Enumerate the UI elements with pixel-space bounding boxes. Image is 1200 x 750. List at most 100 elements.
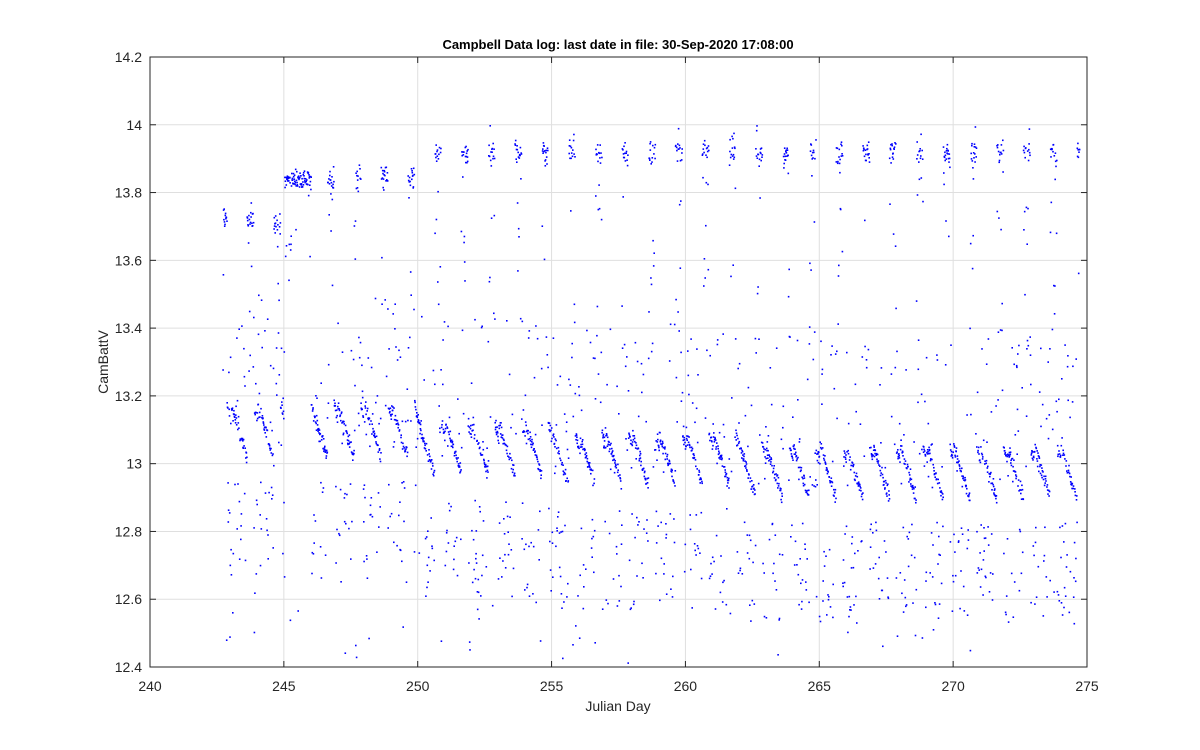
data-point — [275, 382, 278, 385]
data-point — [1054, 178, 1056, 181]
data-point — [588, 462, 591, 464]
data-point — [889, 148, 892, 151]
data-point — [1006, 460, 1008, 463]
data-point — [505, 501, 507, 503]
data-point — [701, 154, 704, 156]
data-point — [459, 471, 461, 474]
data-point — [243, 375, 246, 378]
data-point — [271, 429, 273, 432]
data-point — [1019, 480, 1022, 483]
data-point — [460, 538, 462, 541]
data-point — [529, 440, 532, 442]
data-point — [496, 430, 499, 433]
data-point — [641, 469, 644, 471]
data-point — [441, 424, 443, 426]
data-point — [660, 521, 662, 524]
data-point — [903, 579, 906, 581]
data-point — [556, 384, 559, 386]
data-point — [779, 489, 782, 492]
data-point — [878, 556, 880, 559]
data-point — [852, 464, 854, 467]
data-point — [635, 442, 637, 444]
data-point — [844, 452, 846, 454]
data-point — [598, 152, 601, 155]
data-point — [401, 482, 403, 484]
data-point — [517, 156, 520, 158]
data-point — [482, 448, 485, 451]
data-point — [685, 426, 688, 429]
data-point — [495, 433, 498, 436]
data-point — [393, 541, 395, 544]
data-point — [553, 436, 555, 438]
data-point — [802, 477, 804, 480]
data-point — [848, 615, 850, 618]
data-point — [733, 132, 735, 135]
data-point — [314, 415, 316, 418]
data-point — [1000, 144, 1003, 146]
data-point — [363, 560, 365, 563]
data-point — [302, 172, 305, 174]
data-point — [854, 475, 857, 477]
data-point — [495, 419, 497, 422]
data-point — [383, 174, 385, 176]
data-point — [315, 414, 318, 417]
data-point — [1019, 530, 1022, 533]
data-point — [641, 391, 643, 394]
data-point — [966, 487, 968, 490]
data-point — [912, 486, 915, 489]
data-point — [234, 483, 236, 486]
data-point — [552, 576, 554, 578]
data-point — [729, 156, 732, 159]
data-point — [820, 448, 823, 450]
data-point — [740, 447, 742, 450]
data-point — [917, 368, 920, 371]
data-point — [978, 569, 980, 571]
data-point — [700, 511, 703, 514]
data-point — [614, 465, 617, 468]
data-point — [884, 479, 887, 482]
data-point — [943, 156, 946, 159]
data-point — [1013, 581, 1016, 583]
data-point — [486, 477, 488, 479]
data-point — [638, 459, 641, 462]
data-point — [1069, 570, 1072, 573]
data-point — [939, 487, 941, 489]
data-point — [243, 445, 245, 447]
data-point — [956, 461, 958, 464]
data-point — [1067, 471, 1070, 474]
data-point — [533, 448, 535, 450]
data-point — [314, 421, 317, 423]
data-point — [659, 599, 661, 602]
data-point — [554, 472, 556, 475]
data-point — [684, 448, 687, 450]
data-point — [794, 448, 796, 450]
data-point — [542, 142, 545, 144]
data-point — [646, 519, 648, 521]
data-point — [453, 452, 456, 454]
data-point — [258, 416, 260, 419]
data-point — [620, 543, 623, 545]
data-point — [691, 607, 693, 609]
data-point — [670, 468, 673, 471]
data-point — [588, 465, 591, 467]
data-point — [745, 463, 748, 465]
data-point — [402, 481, 405, 483]
data-point — [276, 229, 279, 231]
data-point — [334, 402, 336, 405]
data-point — [473, 423, 475, 426]
data-point — [1026, 243, 1028, 245]
data-point — [670, 471, 673, 473]
data-point — [570, 146, 573, 149]
data-point — [319, 546, 322, 548]
data-point — [962, 585, 965, 588]
data-point — [523, 431, 526, 433]
data-point — [1010, 459, 1012, 462]
data-point — [863, 148, 865, 150]
data-point — [455, 536, 458, 539]
data-point — [768, 538, 771, 541]
data-point — [329, 179, 332, 181]
data-point — [735, 429, 737, 432]
data-point — [539, 470, 541, 472]
data-point — [465, 145, 467, 148]
data-point — [536, 337, 539, 340]
